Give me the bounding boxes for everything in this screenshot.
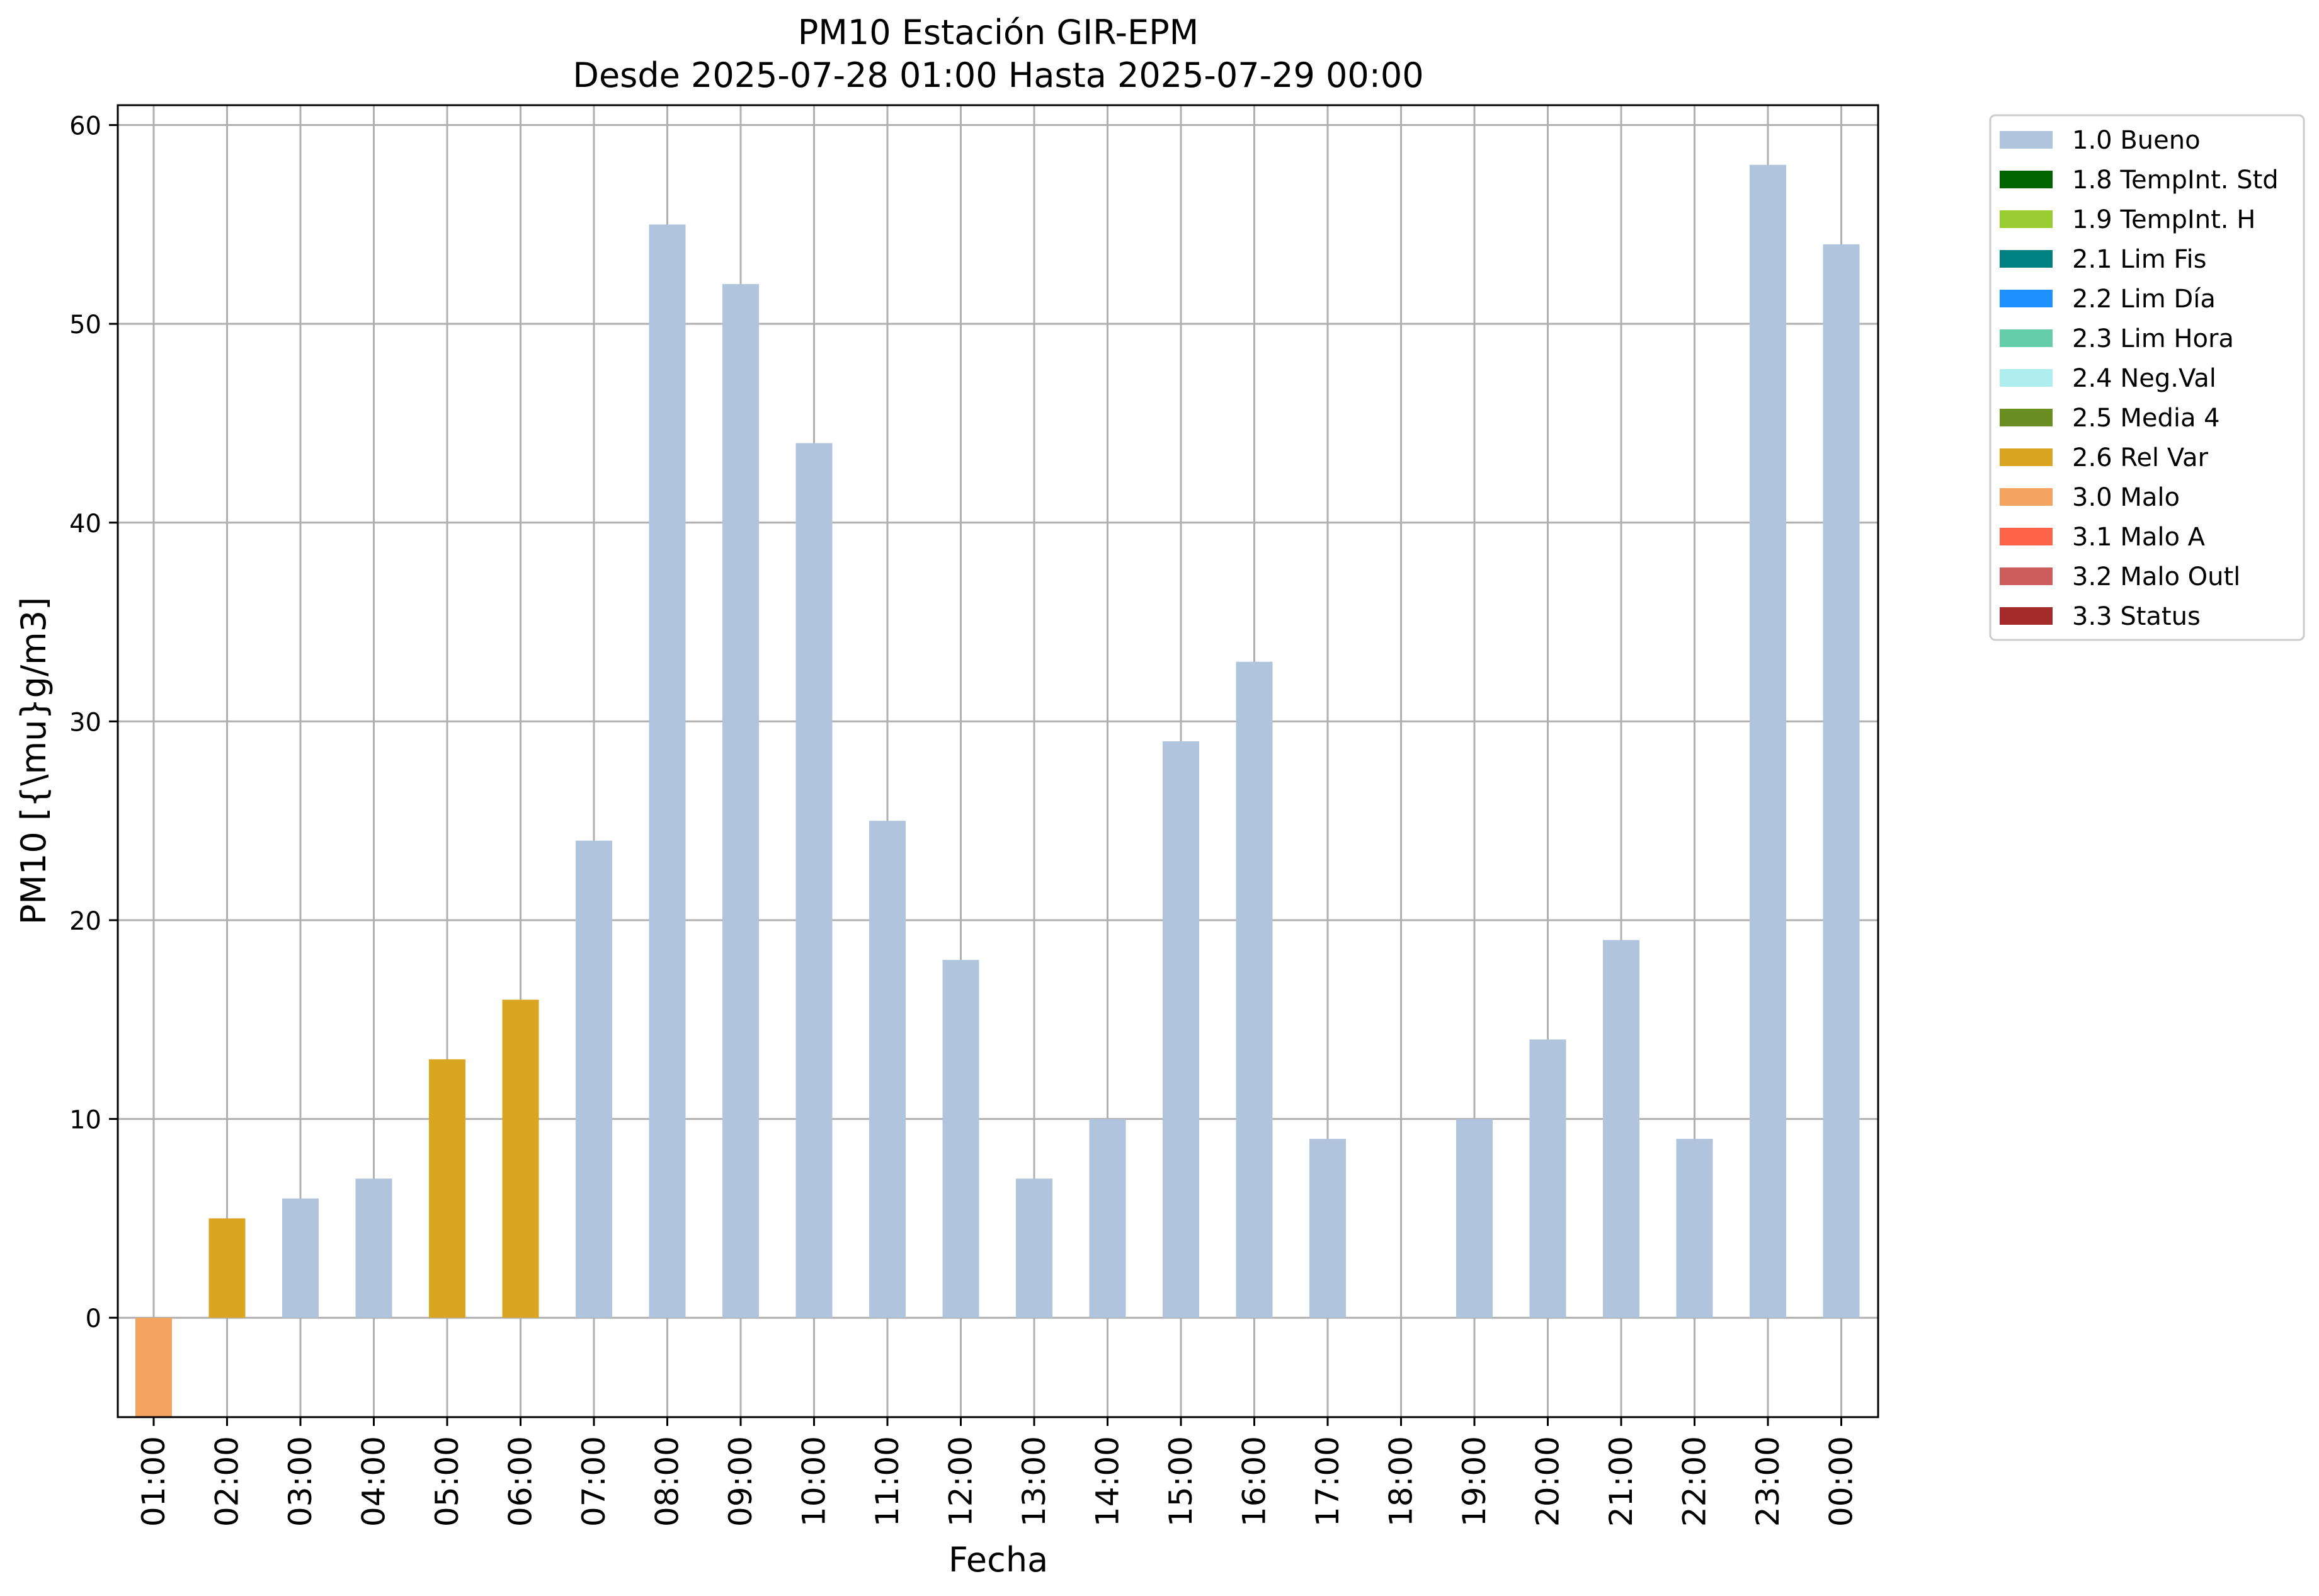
bar-0700	[576, 840, 612, 1318]
bar-2300	[1750, 164, 1786, 1318]
legend-label: 2.4 Neg.Val	[2072, 364, 2216, 393]
legend-frame	[1989, 114, 2305, 641]
legend-label: 3.1 Malo A	[2072, 523, 2206, 552]
x-tick-label: 10:00	[796, 1436, 833, 1527]
legend-swatch	[2000, 409, 2053, 426]
legend-label: 1.9 TempInt. H	[2072, 205, 2255, 234]
x-tick-label: 16:00	[1236, 1436, 1273, 1527]
x-tick-label: 14:00	[1090, 1436, 1126, 1527]
x-tick-label: 18:00	[1383, 1436, 1420, 1527]
x-tick-label: 06:00	[503, 1436, 539, 1527]
bar-0100	[135, 1318, 172, 1417]
x-tick-label: 11:00	[869, 1436, 906, 1527]
bar-1300	[1016, 1178, 1052, 1318]
bar-0000	[1823, 244, 1860, 1318]
y-axis-ticks: 0 10 20 30 40 50 60	[69, 112, 118, 1333]
bar-0500	[429, 1059, 465, 1318]
legend-label: 2.6 Rel Var	[2072, 443, 2209, 472]
bar-0400	[355, 1178, 392, 1318]
legend-swatch	[2000, 290, 2053, 307]
legend: 1.0 Bueno 1.8 TempInt. Std 1.9 TempInt. H 2…	[1989, 114, 2305, 641]
legend-swatch	[2000, 369, 2053, 387]
legend-label: 1.8 TempInt. Std	[2072, 166, 2279, 195]
x-tick-label: 03:00	[282, 1436, 319, 1527]
bar-0200	[208, 1218, 246, 1318]
x-tick-label: 01:00	[135, 1436, 172, 1527]
bar-0800	[649, 224, 686, 1318]
legend-swatch	[2000, 448, 2053, 466]
legend-swatch	[2000, 567, 2053, 585]
x-tick-label: 02:00	[209, 1436, 246, 1527]
bar-1900	[1456, 1119, 1493, 1318]
bar-2200	[1676, 1139, 1713, 1318]
legend-label: 3.0 Malo	[2072, 483, 2180, 512]
y-tick-label: 40	[69, 510, 101, 539]
bar-1100	[869, 821, 906, 1318]
legend-label: 1.0 Bueno	[2072, 126, 2201, 155]
x-axis-label: Fecha	[949, 1540, 1048, 1580]
bar-0900	[722, 284, 759, 1318]
y-tick-label: 30	[69, 708, 101, 737]
legend-swatch	[2000, 131, 2053, 149]
legend-label: 3.2 Malo Outl	[2072, 562, 2240, 591]
bar-1700	[1309, 1139, 1346, 1318]
bar-2100	[1603, 940, 1639, 1318]
bar-1500	[1163, 741, 1199, 1318]
x-tick-label: 04:00	[356, 1436, 392, 1527]
legend-label: 2.1 Lim Fis	[2072, 245, 2206, 274]
x-axis-ticks: 01:00 02:00 03:00 04:00 05:00 06:00 07:00 08:00…	[135, 1417, 1860, 1527]
x-tick-label: 07:00	[576, 1436, 612, 1527]
bar-1600	[1236, 661, 1273, 1318]
bars	[135, 164, 1860, 1417]
x-tick-label: 21:00	[1603, 1436, 1639, 1527]
legend-swatch	[2000, 250, 2053, 268]
x-tick-label: 17:00	[1309, 1436, 1346, 1527]
x-tick-label: 05:00	[429, 1436, 465, 1527]
x-tick-label: 20:00	[1530, 1436, 1566, 1527]
y-axis-label: PM10 [{\mu}g/m3]	[14, 597, 54, 925]
x-tick-label: 19:00	[1456, 1436, 1493, 1527]
legend-swatch	[2000, 488, 2053, 506]
legend-label: 3.3 Status	[2072, 602, 2201, 631]
x-tick-label: 08:00	[649, 1436, 686, 1527]
legend-label: 2.2 Lim Día	[2072, 285, 2216, 314]
y-tick-label: 60	[69, 112, 101, 141]
x-tick-label: 23:00	[1750, 1436, 1786, 1527]
legend-swatch	[2000, 210, 2053, 228]
legend-label: 2.3 Lim Hora	[2072, 324, 2234, 353]
y-tick-label: 10	[69, 1106, 101, 1135]
legend-swatch	[2000, 528, 2053, 545]
x-tick-label: 15:00	[1163, 1436, 1199, 1527]
bar-0300	[282, 1198, 319, 1318]
bar-1200	[942, 960, 979, 1318]
legend-label: 2.5 Media 4	[2072, 404, 2220, 433]
x-tick-label: 09:00	[722, 1436, 759, 1527]
y-tick-label: 20	[69, 907, 101, 936]
chart-subtitle: Desde 2025-07-28 01:00 Hasta 2025-07-29 …	[573, 55, 1423, 95]
x-tick-label: 22:00	[1677, 1436, 1713, 1527]
bar-2000	[1529, 1039, 1566, 1318]
bar-1000	[795, 443, 833, 1318]
chart-title: PM10 Estación GIR-EPM	[798, 13, 1199, 52]
y-tick-label: 0	[86, 1304, 101, 1333]
legend-swatch	[2000, 607, 2053, 625]
y-tick-label: 50	[69, 311, 101, 339]
plot-frame	[117, 104, 1879, 1418]
bar-0600	[502, 1000, 539, 1318]
bar-1400	[1089, 1119, 1126, 1318]
x-tick-label: 13:00	[1016, 1436, 1052, 1527]
x-tick-label: 12:00	[943, 1436, 979, 1527]
legend-swatch	[2000, 329, 2053, 347]
legend-swatch	[2000, 171, 2053, 188]
x-tick-label: 00:00	[1823, 1436, 1860, 1527]
